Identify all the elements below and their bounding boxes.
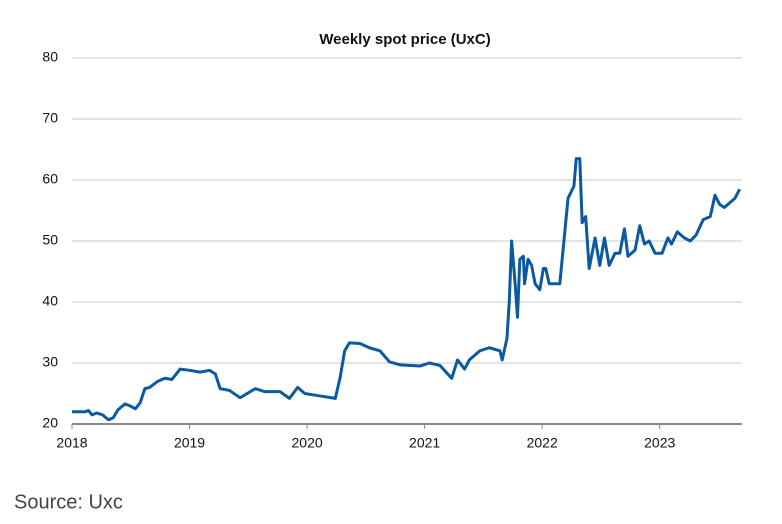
y-tick-label: 60	[42, 171, 58, 187]
x-tick-label: 2019	[174, 435, 205, 451]
x-tick-label: 2018	[56, 435, 87, 451]
source: Source: Uxc	[14, 491, 123, 513]
y-tick-label: 50	[42, 232, 58, 248]
y-tick-label: 80	[42, 49, 58, 65]
y-tick-label: 30	[42, 354, 58, 370]
x-tick-label: 2021	[409, 435, 440, 451]
y-tick-label: 40	[42, 293, 58, 309]
x-tick-label: 2023	[644, 435, 675, 451]
y-tick-label: 70	[42, 110, 58, 126]
chart-title: Weekly spot price (UxC)	[319, 31, 490, 48]
x-tick-label: 2022	[527, 435, 558, 451]
y-tick-label: 20	[42, 415, 58, 431]
price-line	[72, 157, 741, 422]
x-tick-label: 2020	[292, 435, 323, 451]
